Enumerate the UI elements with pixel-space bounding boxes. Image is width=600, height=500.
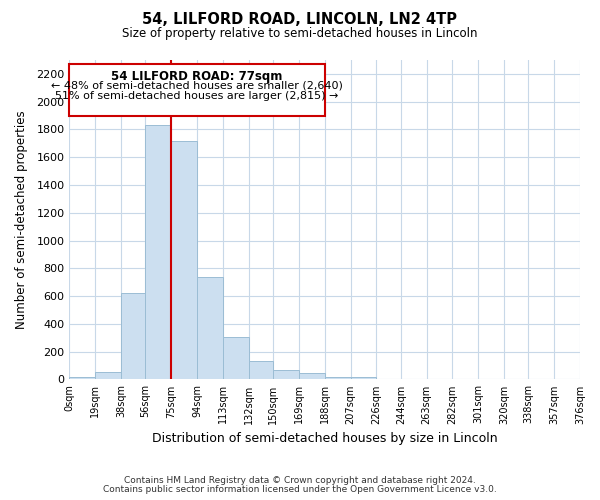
Bar (145, 126, 171, 380)
Bar (171, 140, 197, 380)
Text: 54, LILFORD ROAD, LINCOLN, LN2 4TP: 54, LILFORD ROAD, LINCOLN, LN2 4TP (143, 12, 458, 28)
Bar (121, 292, 145, 380)
X-axis label: Distribution of semi-detached houses by size in Lincoln: Distribution of semi-detached houses by … (152, 432, 497, 445)
Bar (248, 360, 273, 380)
Text: 54 LILFORD ROAD: 77sqm: 54 LILFORD ROAD: 77sqm (112, 70, 283, 82)
Text: Contains public sector information licensed under the Open Government Licence v3: Contains public sector information licen… (103, 485, 497, 494)
Bar (95, 372, 121, 380)
Text: 51% of semi-detached houses are larger (2,815) →: 51% of semi-detached houses are larger (… (55, 91, 339, 101)
Bar (223, 337, 248, 380)
Bar (350, 378, 376, 380)
FancyBboxPatch shape (70, 64, 325, 116)
Bar (299, 373, 325, 380)
Bar (325, 376, 350, 380)
Y-axis label: Number of semi-detached properties: Number of semi-detached properties (15, 110, 28, 329)
Bar (70, 378, 95, 380)
Text: Contains HM Land Registry data © Crown copyright and database right 2024.: Contains HM Land Registry data © Crown c… (124, 476, 476, 485)
Bar (197, 276, 223, 380)
Bar (273, 370, 299, 380)
Text: ← 48% of semi-detached houses are smaller (2,640): ← 48% of semi-detached houses are smalle… (51, 80, 343, 90)
Text: Size of property relative to semi-detached houses in Lincoln: Size of property relative to semi-detach… (122, 28, 478, 40)
